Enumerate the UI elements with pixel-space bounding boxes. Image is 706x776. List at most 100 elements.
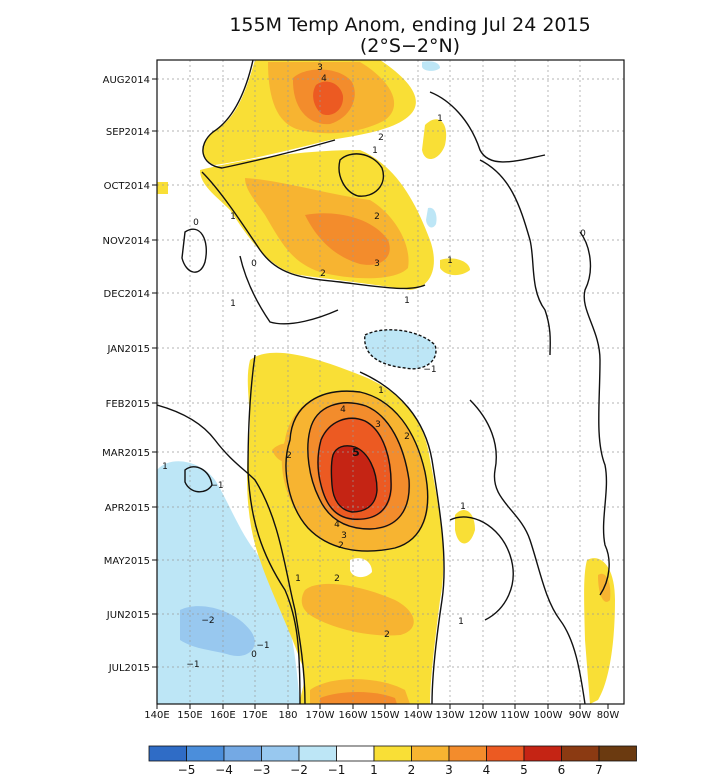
svg-text:NOV2014: NOV2014 (103, 236, 150, 247)
x-tick: 110W (501, 704, 530, 721)
zero-contour-dec (239, 255, 339, 325)
svg-text:2: 2 (334, 574, 340, 584)
svg-text:5: 5 (352, 446, 360, 459)
svg-text:−2: −2 (201, 616, 214, 626)
svg-text:−1: −1 (186, 660, 199, 670)
colorbar-tick: 4 (483, 763, 491, 776)
svg-text:3: 3 (375, 420, 381, 430)
svg-text:−1: −1 (210, 481, 223, 491)
svg-text:1: 1 (295, 574, 301, 584)
warm-region-may (301, 583, 414, 636)
svg-text:150W: 150W (371, 710, 400, 721)
svg-text:110W: 110W (501, 710, 530, 721)
svg-text:FEB2015: FEB2015 (106, 399, 150, 410)
zero-contour-west (157, 404, 306, 704)
colorbar: −5 −4 −3 −2 −1 1 2 3 4 5 6 7 (148, 745, 637, 776)
warm-patch-oct (157, 182, 168, 194)
svg-text:3: 3 (317, 63, 323, 73)
y-tick: APR2015 (105, 503, 157, 514)
svg-text:1: 1 (372, 146, 378, 156)
two-contour-mar (285, 390, 429, 552)
colorbar-swatch (373, 745, 412, 762)
svg-text:3: 3 (341, 531, 347, 541)
warm-region-nov-3 (305, 213, 390, 265)
one-contour-aug (202, 60, 336, 169)
svg-text:−1: −1 (256, 641, 269, 651)
y-tick: FEB2015 (106, 399, 157, 410)
x-tick: 120W (469, 704, 498, 721)
svg-text:160W: 160W (339, 710, 368, 721)
svg-text:180: 180 (278, 710, 297, 721)
svg-text:90W: 90W (569, 710, 592, 721)
x-axis: 140E 150E 160E 170E 180 170W 160W 150W 1… (144, 704, 619, 721)
colorbar-swatch (148, 745, 187, 762)
warm-patch-apr (455, 510, 475, 544)
y-tick: MAY2015 (104, 556, 157, 567)
svg-text:1: 1 (162, 462, 168, 472)
colorbar-swatch (523, 745, 562, 762)
y-tick: JUN2015 (106, 610, 157, 621)
x-tick: 180 (278, 704, 298, 721)
contours (157, 60, 610, 704)
x-tick: 160W (339, 704, 368, 721)
colorbar-swatch (336, 745, 375, 762)
svg-text:2: 2 (320, 269, 326, 279)
zero-contour-oct (181, 228, 207, 273)
x-tick: 140E (144, 704, 170, 721)
colorbar-tick: −2 (290, 763, 308, 776)
svg-text:OCT2014: OCT2014 (104, 181, 150, 192)
colorbar-tick: 5 (520, 763, 528, 776)
svg-text:160E: 160E (210, 710, 235, 721)
svg-text:0: 0 (580, 229, 586, 239)
svg-text:APR2015: APR2015 (105, 503, 150, 514)
svg-text:1: 1 (378, 386, 384, 396)
x-tick: 150W (371, 704, 400, 721)
zero-contour-apr (449, 516, 514, 621)
svg-text:JUL2015: JUL2015 (108, 663, 150, 674)
warm-region-aug-4 (313, 81, 344, 116)
svg-text:2: 2 (374, 212, 380, 222)
colorbar-swatch (223, 745, 262, 762)
shading (157, 60, 615, 704)
x-tick: 130W (436, 704, 465, 721)
zero-contour-sep (338, 153, 385, 197)
svg-text:1: 1 (230, 212, 236, 222)
x-tick: 140W (404, 704, 433, 721)
colorbar-tick: 7 (595, 763, 603, 776)
one-contour-feb (247, 354, 301, 704)
chart-title: 155M Temp Anom, ending Jul 24 2015 (229, 14, 590, 36)
svg-text:2: 2 (404, 432, 410, 442)
colorbar-tick: −3 (253, 763, 271, 776)
x-tick: 90W (569, 704, 592, 721)
svg-text:3: 3 (374, 259, 380, 269)
svg-text:150E: 150E (177, 710, 202, 721)
colorbar-swatch (261, 745, 300, 762)
svg-text:2: 2 (378, 133, 384, 143)
svg-text:DEC2014: DEC2014 (104, 289, 150, 300)
x-tick: 170E (242, 704, 268, 721)
neg-one-contour-jan (364, 329, 437, 370)
svg-text:0: 0 (251, 650, 257, 660)
y-tick: NOV2014 (103, 236, 157, 247)
colorbar-tick: 1 (370, 763, 378, 776)
colorbar-swatch (298, 745, 337, 762)
four-contour-mar (317, 417, 392, 520)
svg-text:0: 0 (193, 218, 199, 228)
colorbar-tick: −5 (178, 763, 196, 776)
colorbar-swatch (448, 745, 487, 762)
negative-patch-oct (426, 207, 437, 228)
zero-contour-east-1 (429, 91, 546, 163)
colorbar-swatch (411, 745, 450, 762)
zero-contour-east-3 (579, 231, 610, 596)
chart-subtitle: (2°S−2°N) (360, 35, 460, 57)
three-contour-mar (307, 402, 410, 530)
svg-text:4: 4 (321, 74, 327, 84)
y-tick: MAR2015 (102, 448, 157, 459)
svg-text:1: 1 (460, 502, 466, 512)
colorbar-swatch (486, 745, 525, 762)
y-tick: JUL2015 (108, 663, 157, 674)
svg-text:−1: −1 (423, 365, 436, 375)
warm-patch-nov (440, 258, 470, 276)
svg-text:80W: 80W (597, 710, 620, 721)
x-tick: 100W (534, 704, 563, 721)
